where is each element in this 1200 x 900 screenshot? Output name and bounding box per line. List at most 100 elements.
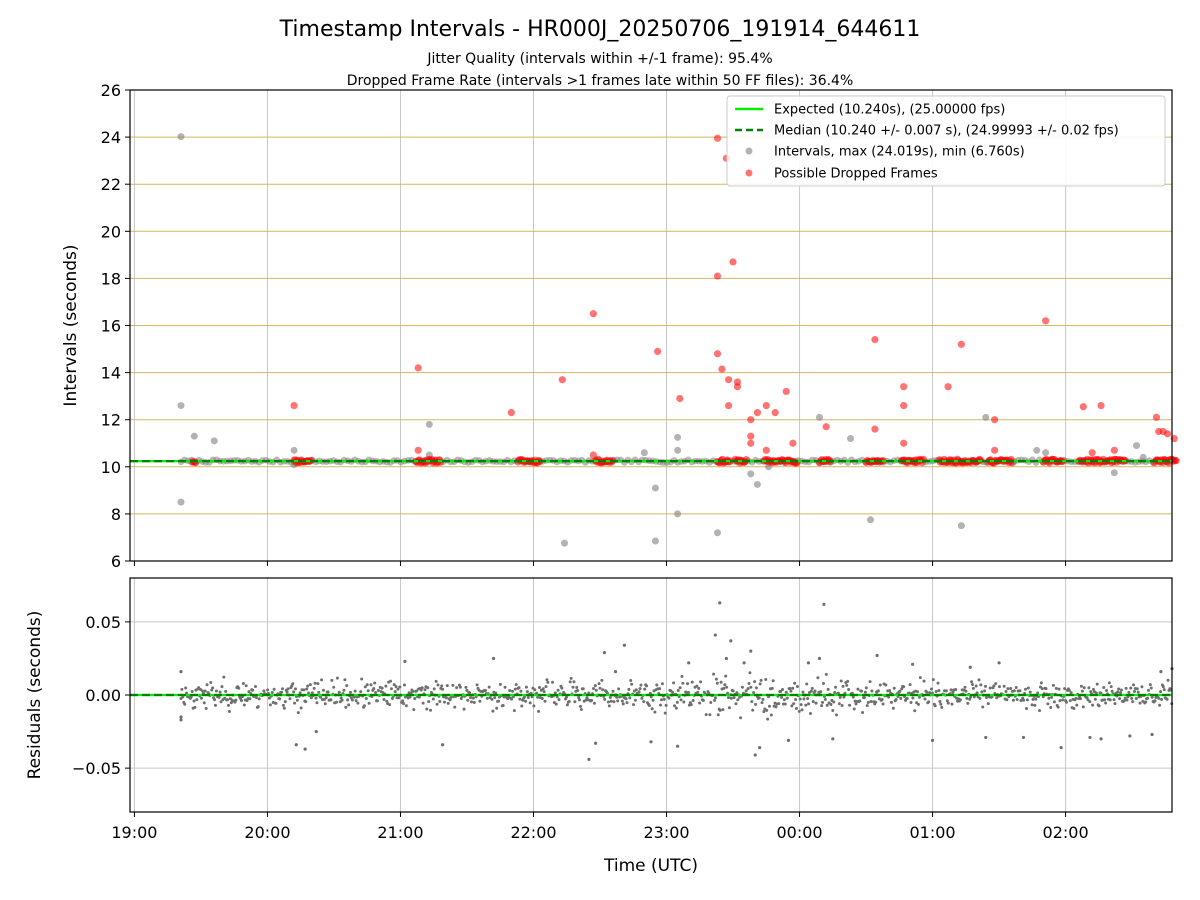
residual-point bbox=[220, 685, 224, 689]
residual-point bbox=[764, 678, 768, 682]
dropped-frame-point bbox=[747, 432, 755, 440]
residual-point bbox=[806, 697, 810, 701]
residual-point bbox=[874, 700, 878, 704]
residuals-y-tick-label: 0.00 bbox=[85, 686, 121, 705]
residual-point bbox=[834, 685, 838, 689]
residual-point bbox=[611, 689, 615, 693]
residual-point bbox=[1116, 690, 1120, 694]
residual-point bbox=[724, 674, 728, 678]
interval-point bbox=[640, 449, 648, 457]
residual-point bbox=[193, 705, 197, 709]
residual-point bbox=[292, 690, 296, 694]
legend: Expected (10.240s), (25.00000 fps) Median… bbox=[726, 95, 1166, 187]
residual-point bbox=[643, 687, 647, 691]
residual-point bbox=[438, 700, 442, 704]
residual-point bbox=[1166, 678, 1170, 682]
residual-point bbox=[247, 690, 251, 694]
residual-point bbox=[470, 700, 474, 704]
residual-point bbox=[1128, 734, 1132, 738]
residual-point bbox=[1135, 687, 1139, 691]
residual-point bbox=[880, 698, 884, 702]
residual-point bbox=[244, 684, 248, 688]
residual-point bbox=[822, 602, 826, 606]
dropped-frame-point bbox=[436, 458, 444, 466]
residual-point bbox=[1158, 703, 1162, 707]
residual-point bbox=[542, 690, 546, 694]
residual-point bbox=[713, 633, 717, 637]
residual-point bbox=[313, 681, 317, 685]
residual-point bbox=[792, 702, 796, 706]
residual-point bbox=[934, 690, 938, 694]
residual-point bbox=[946, 701, 950, 705]
residual-point bbox=[1031, 697, 1035, 701]
residual-point bbox=[367, 701, 371, 705]
residual-point bbox=[757, 696, 761, 700]
dropped-frame-point bbox=[747, 416, 755, 424]
residual-point bbox=[514, 683, 518, 687]
residual-point bbox=[266, 688, 270, 692]
residual-point bbox=[1082, 686, 1086, 690]
residual-point bbox=[863, 690, 867, 694]
subtitle-dropped: Dropped Frame Rate (intervals >1 frames … bbox=[347, 73, 854, 89]
residual-point bbox=[1119, 691, 1123, 695]
residual-point bbox=[1138, 701, 1142, 705]
residuals-y-axis-label: Residuals (seconds) bbox=[25, 611, 45, 780]
interval-point bbox=[177, 402, 185, 410]
residual-point bbox=[590, 698, 594, 702]
residual-point bbox=[653, 710, 657, 714]
residual-point bbox=[295, 698, 299, 702]
residual-point bbox=[780, 695, 784, 699]
residual-point bbox=[687, 661, 691, 665]
residual-point bbox=[747, 682, 751, 686]
residual-point bbox=[782, 698, 786, 702]
residual-point bbox=[513, 687, 517, 691]
dropped-frame-point bbox=[871, 425, 879, 433]
residual-point bbox=[469, 696, 473, 700]
residual-point bbox=[280, 690, 284, 694]
residual-point bbox=[1110, 689, 1114, 693]
x-tick-label: 00:00 bbox=[776, 823, 822, 842]
residual-point bbox=[1054, 686, 1058, 690]
residual-point bbox=[888, 689, 892, 693]
residual-point bbox=[498, 682, 502, 686]
dropped-frame-point bbox=[654, 347, 662, 356]
residual-point bbox=[765, 708, 769, 712]
residual-point bbox=[639, 683, 643, 687]
residual-point bbox=[727, 696, 731, 700]
residual-point bbox=[732, 696, 736, 700]
residual-point bbox=[528, 701, 532, 705]
intervals-y-tick-label: 8 bbox=[111, 505, 121, 524]
residual-point bbox=[217, 695, 221, 699]
residual-point bbox=[713, 696, 717, 700]
residual-point bbox=[875, 653, 879, 658]
intervals-plot: 6 8 10 12 14 16 18 20 22 24 26 Intervals (seconds)… bbox=[61, 81, 1180, 571]
residual-point bbox=[752, 691, 756, 695]
residual-point bbox=[715, 681, 719, 685]
residual-point bbox=[797, 709, 801, 713]
residual-point bbox=[783, 702, 787, 706]
residual-point bbox=[280, 687, 284, 691]
residual-point bbox=[518, 697, 522, 701]
residual-point bbox=[294, 743, 298, 747]
residual-point bbox=[1136, 690, 1140, 694]
residual-point bbox=[981, 705, 985, 709]
residual-point bbox=[211, 686, 215, 690]
residual-point bbox=[892, 686, 896, 690]
residual-point bbox=[621, 702, 625, 706]
residual-point bbox=[1146, 696, 1150, 700]
residual-point bbox=[602, 650, 607, 655]
residual-point bbox=[226, 698, 230, 702]
residual-point bbox=[1099, 737, 1103, 741]
residual-point bbox=[994, 682, 998, 686]
residual-point bbox=[1103, 698, 1107, 702]
residual-point bbox=[179, 718, 183, 722]
residual-point bbox=[748, 671, 752, 675]
residual-point bbox=[671, 690, 675, 694]
residual-point bbox=[1086, 698, 1090, 702]
residual-point bbox=[382, 698, 386, 702]
residual-point bbox=[354, 699, 358, 703]
residual-point bbox=[397, 696, 401, 700]
residual-point bbox=[593, 684, 597, 688]
residual-point bbox=[629, 678, 633, 682]
dropped-frame-point bbox=[724, 401, 733, 410]
